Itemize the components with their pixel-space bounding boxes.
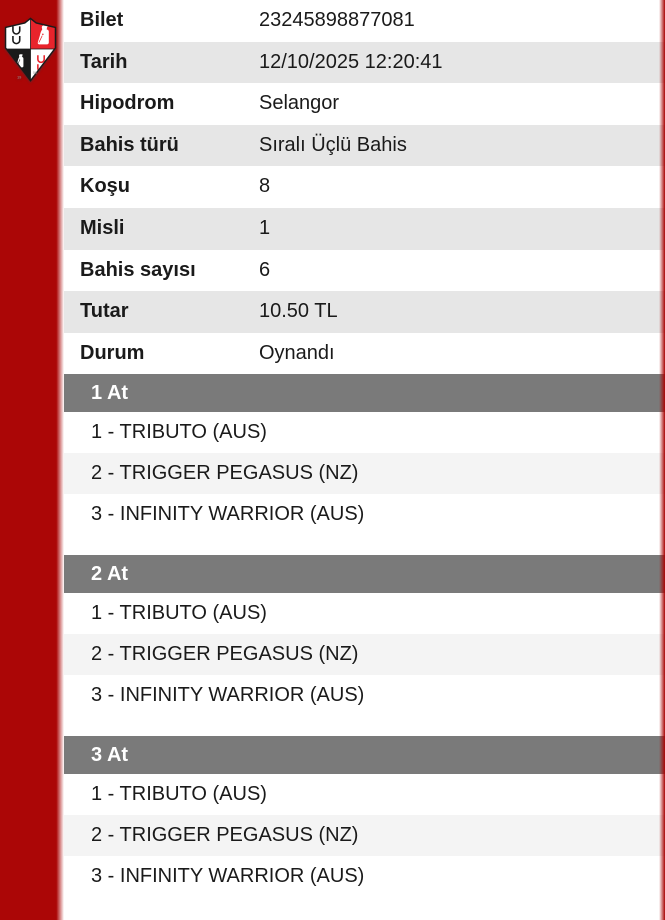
svg-text:19: 19 [17, 74, 22, 79]
